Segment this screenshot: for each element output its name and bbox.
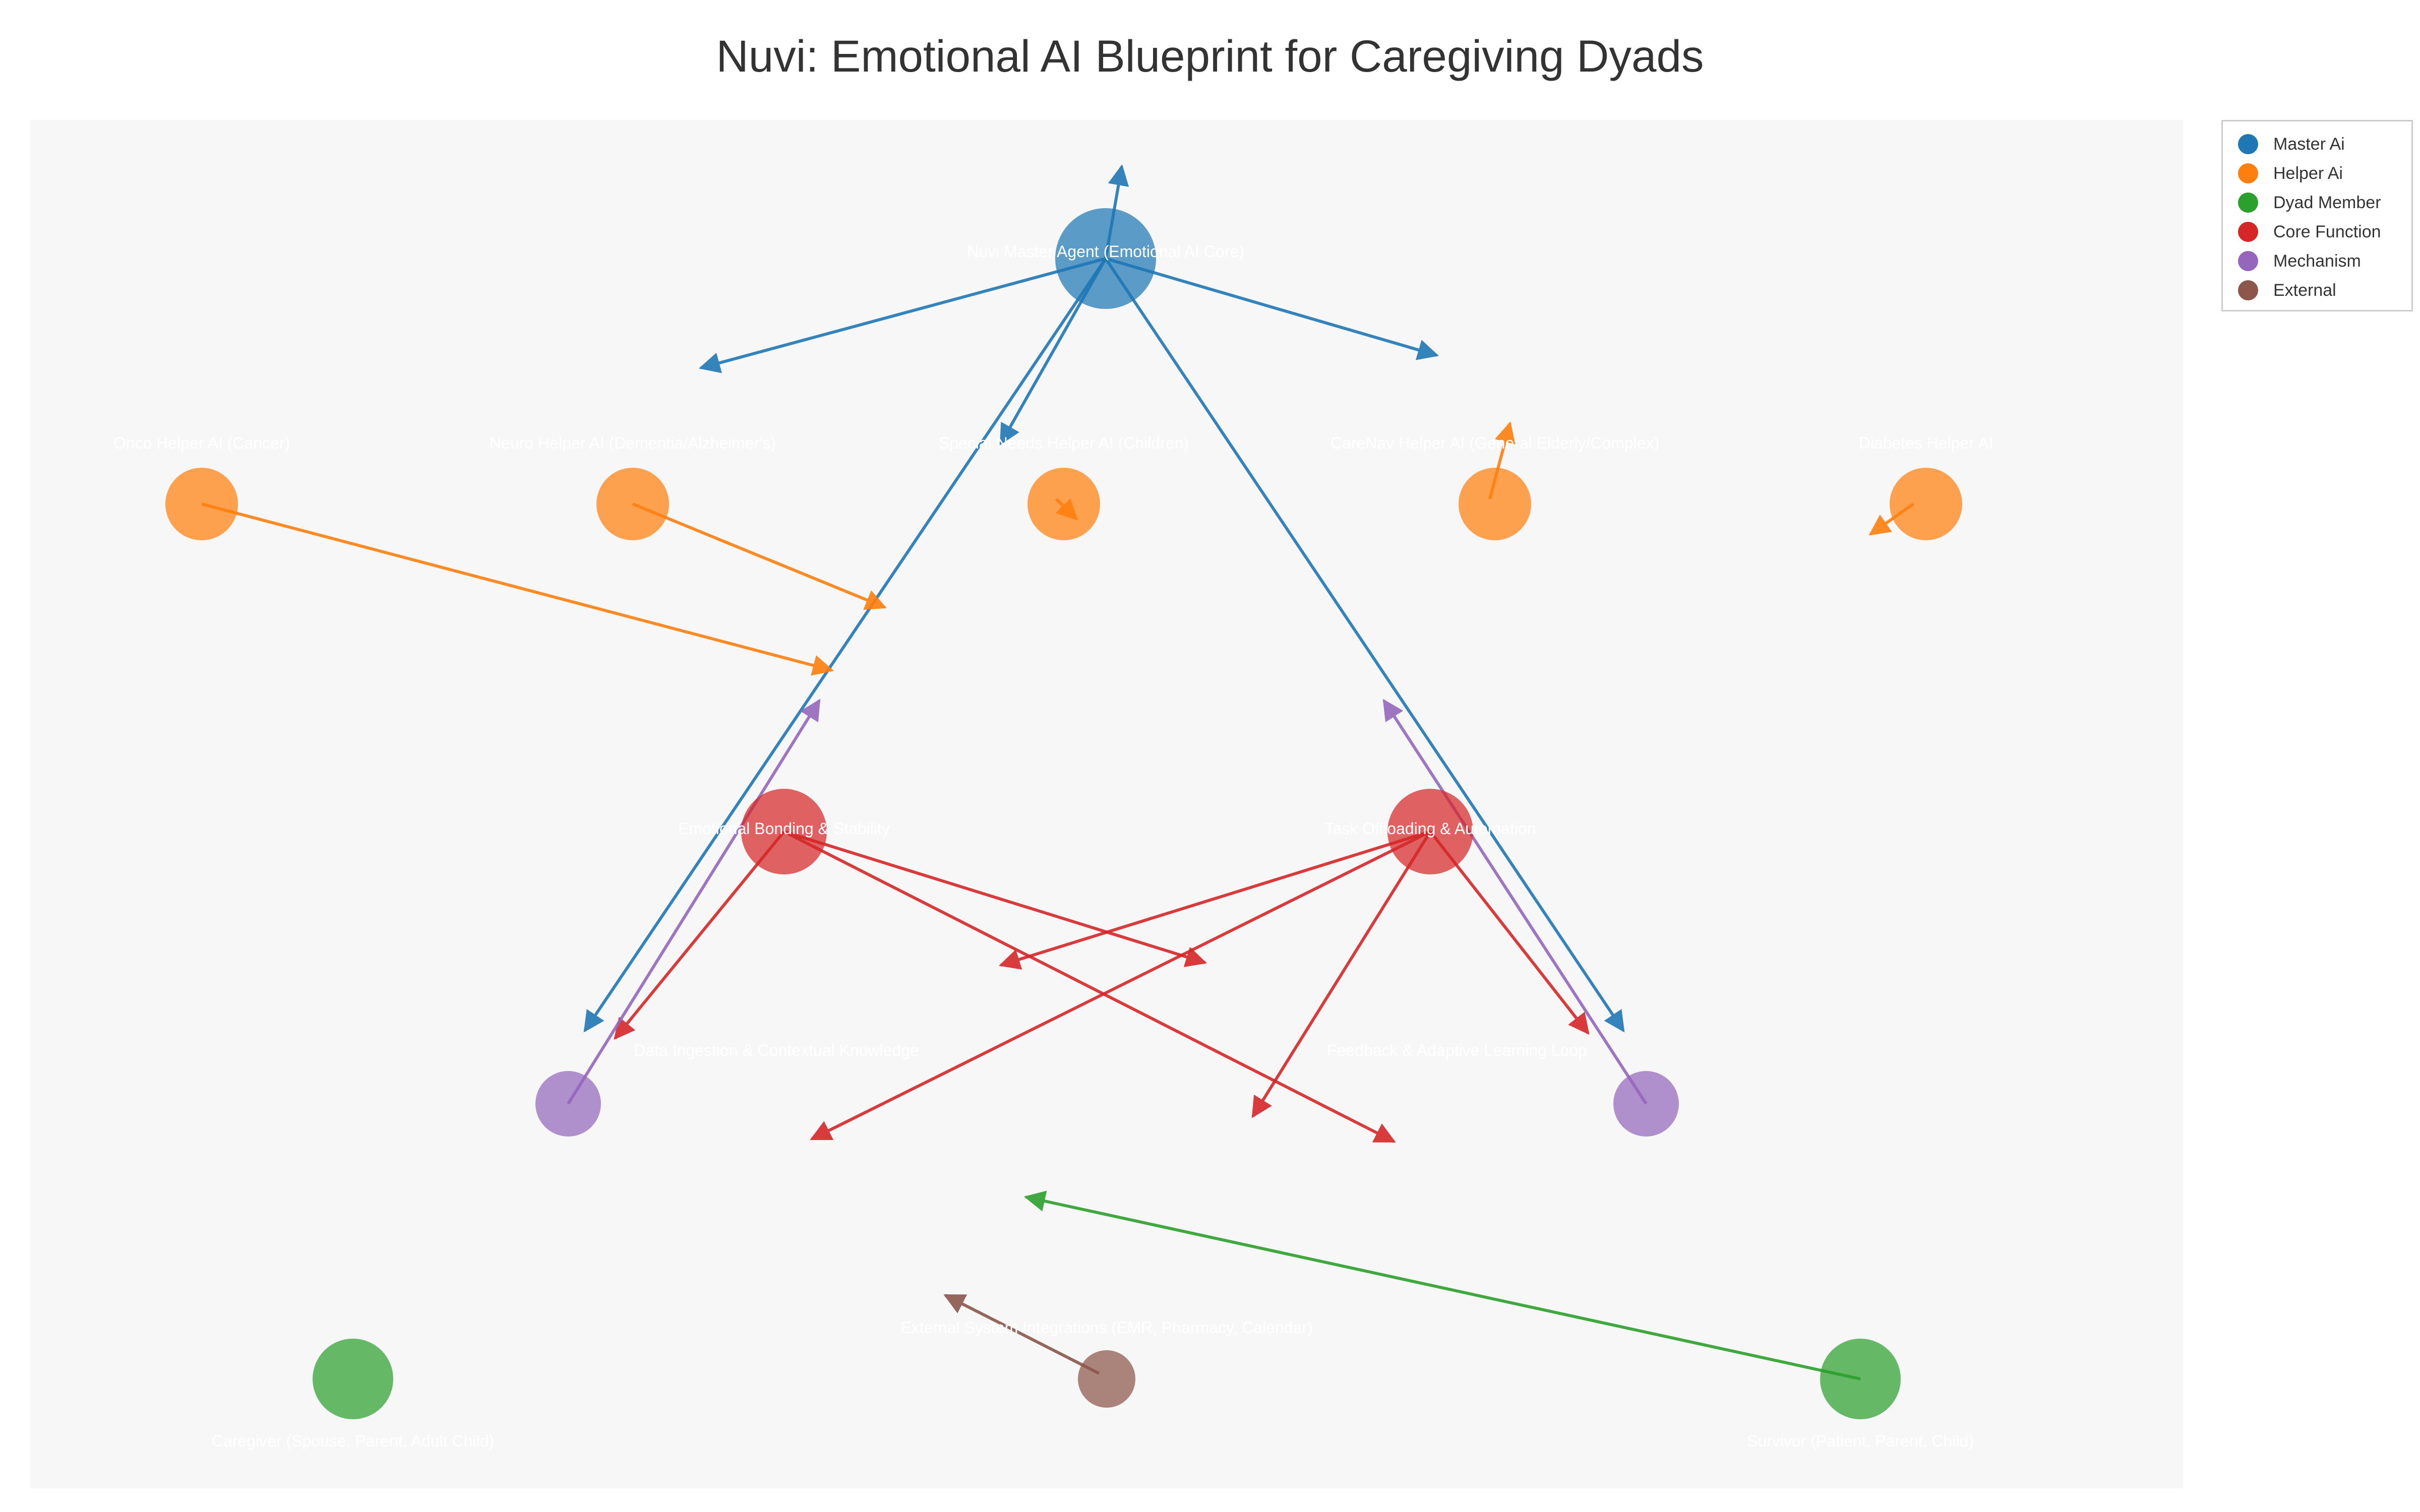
edge-offload-to-ingestion [810, 830, 1431, 1141]
legend-item-helper-ai[interactable]: Helper Ai [2238, 161, 2343, 186]
node-diabetes[interactable] [1890, 468, 1962, 540]
node-carenav[interactable] [1459, 468, 1531, 540]
node-label-master: Nuvi Master Agent (Emotional AI Core) [967, 242, 1244, 261]
edge-neuro-to-bonding [632, 502, 887, 610]
legend-item-mechanism[interactable]: Mechanism [2238, 248, 2361, 274]
legend-marker [2238, 163, 2258, 183]
node-label-offload: Task Offloading & Automation [1324, 820, 1536, 838]
node-neuro[interactable] [596, 468, 669, 540]
legend-marker [2238, 251, 2258, 271]
legend-item-external[interactable]: External [2238, 278, 2336, 303]
node-caregiver[interactable] [313, 1339, 393, 1419]
edge-offload-to-bonding [998, 830, 1431, 970]
edge-bonding-to-ingestion [614, 831, 785, 1040]
node-label-neuro: Neuro Helper AI (Dementia/Alzheimer's) [490, 434, 776, 452]
legend-label: Helper Ai [2273, 163, 2343, 183]
legend-label: Dyad Member [2273, 193, 2381, 212]
node-feedback[interactable] [1613, 1071, 1679, 1137]
edge-master-to-carenav [1105, 257, 1439, 360]
diagram-title: Nuvi: Emotional AI Blueprint for Caregiv… [716, 31, 1704, 81]
labels-layer: Nuvi Master Agent (Emotional AI Core) Onc… [113, 242, 1993, 1450]
edge-external-to-external [943, 1294, 1100, 1375]
edge-bonding-to-feedback [783, 830, 1396, 1143]
edge-ingestion-to-bonding [567, 699, 821, 1105]
node-bonding[interactable] [741, 789, 827, 874]
node-label-external: External System Integrations (EMR, Pharm… [900, 1318, 1312, 1337]
legend-item-master-ai[interactable]: Master Ai [2238, 132, 2345, 157]
node-label-survivor: Survivor (Patient, Parent, Child) [1747, 1432, 1974, 1450]
node-label-special: Special Needs Helper AI (Children) [939, 434, 1189, 452]
edges-layer [201, 164, 1914, 1380]
edge-onco-to-bonding [201, 502, 834, 676]
legend: Master Ai Helper Ai Dyad Member Core Fun… [2221, 120, 2413, 311]
node-external[interactable] [1078, 1350, 1135, 1408]
edge-offload-to-external [1251, 831, 1432, 1118]
legend-marker [2238, 222, 2258, 242]
edge-bonding-to-offload [783, 830, 1207, 967]
node-label-caregiver: Caregiver (Spouse, Parent, Adult Child) [212, 1432, 494, 1450]
node-onco[interactable] [165, 468, 238, 540]
node-special[interactable] [1027, 468, 1100, 540]
nodes-layer [165, 208, 1962, 1419]
edge-survivor-to-external [1023, 1190, 1861, 1380]
legend-label: Core Function [2273, 222, 2381, 241]
node-label-ingestion: Data Ingestion & Contextual Knowledge [634, 1041, 919, 1059]
node-ingestion[interactable] [535, 1071, 601, 1137]
legend-marker [2238, 134, 2258, 154]
node-label-diabetes: Diabetes Helper AI [1859, 434, 1993, 452]
node-label-feedback: Feedback & Adaptive Learning Loop [1327, 1041, 1587, 1059]
legend-item-dyad-member[interactable]: Dyad Member [2238, 190, 2381, 215]
edge-master-to-feedback [1104, 258, 1625, 1033]
legend-item-core-function[interactable]: Core Function [2238, 219, 2381, 244]
node-label-carenav: CareNav Helper AI (General Elderly/Compl… [1330, 434, 1660, 452]
node-label-bonding: Emotional Bonding & Stability [678, 820, 890, 838]
node-offload[interactable] [1387, 789, 1473, 874]
legend-marker [2238, 193, 2258, 213]
legend-marker [2238, 280, 2258, 300]
legend-label: Master Ai [2273, 134, 2345, 154]
legend-label: Mechanism [2273, 251, 2361, 271]
edge-master-to-ingestion [583, 258, 1107, 1033]
node-label-onco: Onco Helper AI (Cancer) [113, 434, 290, 452]
edge-feedback-to-offload [1382, 699, 1648, 1105]
edge-master-to-neuro [698, 257, 1106, 373]
plot-background [30, 120, 2183, 1488]
node-survivor[interactable] [1820, 1339, 1901, 1419]
legend-label: External [2273, 280, 2336, 300]
node-master[interactable] [1055, 208, 1156, 309]
